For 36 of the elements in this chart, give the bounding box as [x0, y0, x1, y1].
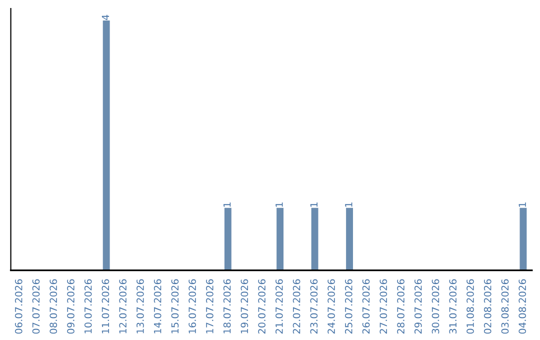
x-tick-label: 21.07.2026	[276, 279, 283, 334]
x-tick-label: 30.07.2026	[432, 279, 440, 334]
x-tick-label: 28.07.2026	[397, 279, 404, 334]
x-tick-label: 10.07.2026	[84, 279, 92, 334]
data-label: 1	[310, 202, 318, 207]
x-tick-label: 07.07.2026	[32, 279, 40, 334]
data-label: 1	[345, 202, 352, 207]
x-tick-label: 15.07.2026	[171, 279, 179, 334]
x-tick-label: 14.07.2026	[154, 279, 162, 334]
x-tick-label: 08.07.2026	[50, 279, 58, 334]
x-tick-label: 17.07.2026	[206, 279, 214, 334]
x-tick-label: 01.08.2026	[466, 279, 474, 334]
data-label: 1	[276, 202, 283, 207]
x-tick-label: 12.07.2026	[119, 279, 127, 334]
data-label: 4	[102, 14, 110, 20]
x-tick-label: 19.07.2026	[240, 279, 248, 334]
x-tick-label: 03.08.2026	[501, 279, 509, 334]
x-tick-label: 26.07.2026	[362, 279, 370, 334]
x-tick-label: 25.07.2026	[344, 279, 352, 334]
x-tick-label: 04.08.2026	[518, 279, 526, 334]
data-label: 1	[518, 202, 526, 207]
x-tick-label: 06.07.2026	[14, 279, 22, 334]
x-tick-label: 27.07.2026	[380, 279, 388, 334]
x-tick-label: 22.07.2026	[292, 279, 300, 334]
x-tick-label: 13.07.2026	[136, 279, 144, 334]
x-tick-label: 16.07.2026	[188, 279, 196, 334]
x-tick-label: 23.07.2026	[310, 279, 318, 334]
x-tick-label: 02.08.2026	[484, 279, 492, 334]
x-tick-label: 09.07.2026	[67, 279, 74, 334]
x-tick-label: 11.07.2026	[102, 279, 110, 334]
x-tick-label: 31.07.2026	[449, 279, 457, 334]
x-tick-label: 24.07.2026	[328, 279, 335, 334]
x-tick-label: 29.07.2026	[414, 279, 422, 334]
data-label: 1	[224, 202, 231, 207]
x-tick-label: 20.07.2026	[258, 279, 266, 334]
x-tick-label: 18.07.2026	[223, 279, 231, 334]
